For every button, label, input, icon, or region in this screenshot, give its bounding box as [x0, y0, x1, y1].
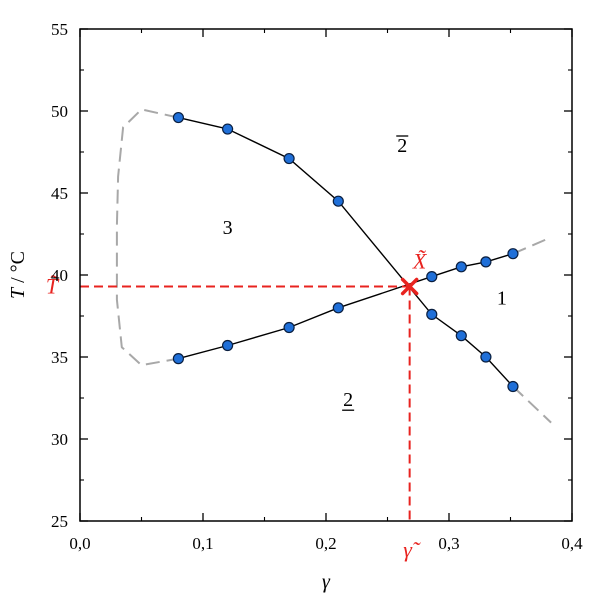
guide-layer	[80, 285, 411, 521]
region-label-1: 2	[397, 135, 407, 157]
x-tick-label: 0,4	[561, 534, 583, 553]
data-point-upper-boundary-4	[426, 308, 438, 320]
region-label-0: 3	[223, 217, 233, 239]
x-axis-title: γ	[322, 571, 331, 593]
intersection-label: X̃	[412, 248, 428, 273]
data-point-lower-boundary-1	[222, 339, 234, 352]
intersection-marker	[400, 277, 419, 296]
intersection-y-label: T̃	[46, 273, 60, 298]
data-point-upper-boundary-2	[283, 152, 295, 165]
intersection-x-label: γ̃	[403, 537, 421, 562]
axes-layer: 0,0 0,1 0,2 0,3 0,4 25 30 35 40 45 50 55 γ T / °C	[7, 20, 583, 593]
data-point-upper-boundary-1	[222, 123, 234, 135]
y-axis-title-var: T	[7, 286, 29, 299]
plot-frame	[79, 28, 573, 522]
data-point-upper-boundary-6	[480, 351, 492, 363]
data-point-lower-boundary-4	[426, 271, 438, 283]
data-point-lower-boundary-3	[332, 302, 344, 314]
x-tick-label: 0,1	[192, 534, 213, 553]
data-point-lower-boundary-5	[455, 261, 467, 273]
dashed-upper-right-extension	[512, 236, 552, 255]
y-tick-label: 50	[51, 102, 68, 121]
y-tick-label: 25	[51, 512, 68, 531]
region-label-layer: X̃ T̃ γ̃ 3 2 1 2	[46, 135, 507, 562]
data-point-lower-boundary-2	[283, 321, 295, 334]
y-tick-label: 40	[51, 266, 68, 285]
y-tick-label: 30	[51, 430, 68, 449]
region-label-3: 2	[343, 389, 353, 411]
y-axis-title-unit: / °C	[7, 251, 29, 288]
x-tick-label: 0,2	[315, 534, 336, 553]
intersection-cross-b	[400, 277, 419, 296]
data-point-upper-boundary-0	[172, 111, 184, 124]
y-tick-label: 45	[51, 184, 68, 203]
x-tick-label: 0,0	[69, 534, 90, 553]
x-tick-label: 0,3	[438, 534, 459, 553]
extrapolation-layer	[115, 108, 552, 424]
dashed-lower-right-extension	[512, 385, 552, 424]
y-tick-label: 55	[51, 20, 68, 39]
marker-layer	[172, 111, 519, 393]
data-point-upper-boundary-3	[332, 195, 344, 207]
data-point-lower-boundary-7	[507, 248, 519, 260]
data-point-lower-boundary-6	[480, 256, 492, 268]
data-point-lower-boundary-0	[172, 353, 184, 365]
y-tick-label: 35	[51, 348, 68, 367]
dashed-loop-left	[115, 108, 179, 367]
data-point-upper-boundary-7	[507, 380, 519, 393]
y-axis-title: T / °C	[7, 251, 29, 299]
region-label-2: 1	[497, 288, 507, 310]
data-point-upper-boundary-5	[455, 330, 467, 342]
